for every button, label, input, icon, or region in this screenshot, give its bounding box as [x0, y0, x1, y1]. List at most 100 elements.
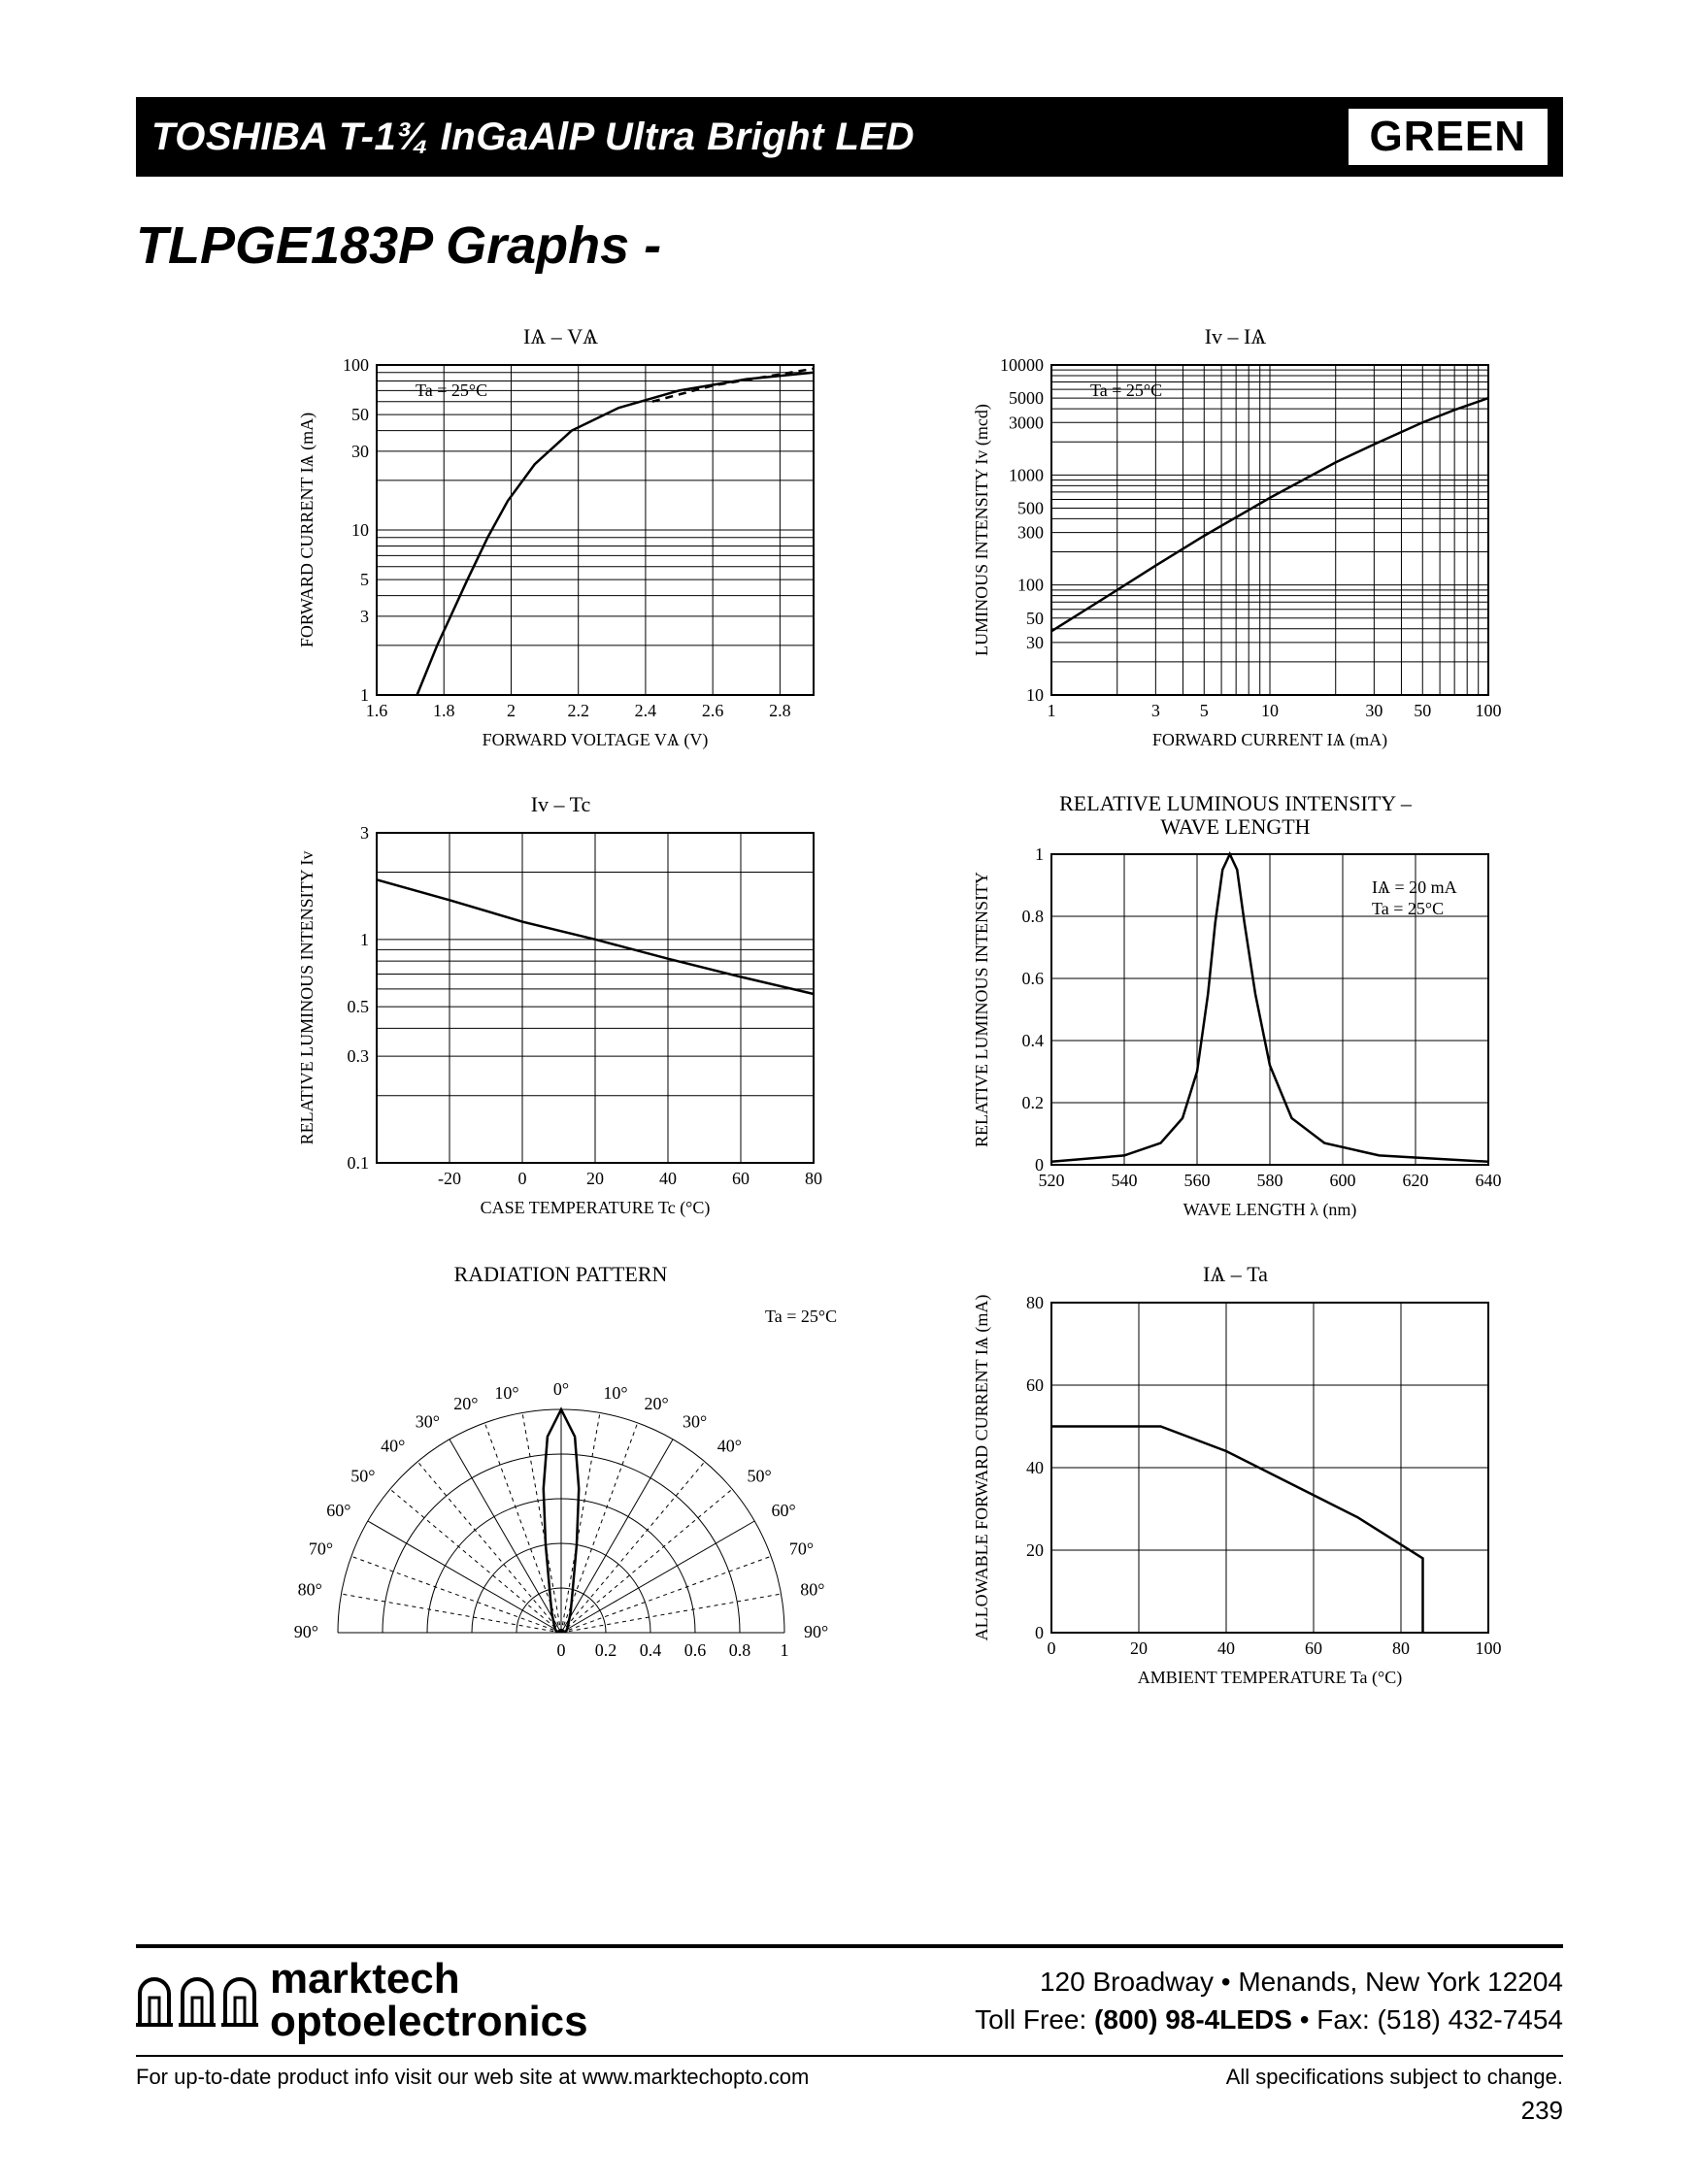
svg-text:FORWARD VOLTAGE VѦ (V): FORWARD VOLTAGE VѦ (V) — [482, 730, 708, 750]
chart-title: RADIATION PATTERN — [454, 1262, 668, 1287]
svg-text:540: 540 — [1111, 1171, 1137, 1190]
svg-text:0: 0 — [1047, 1638, 1055, 1658]
footer-row: marktech optoelectronics 120 Broadway • … — [136, 1958, 1563, 2043]
svg-text:1000: 1000 — [1009, 465, 1044, 484]
svg-text:0.2: 0.2 — [594, 1640, 616, 1660]
svg-text:40°: 40° — [381, 1437, 405, 1456]
page-number: 239 — [136, 2096, 1563, 2126]
svg-text:100: 100 — [1475, 701, 1501, 720]
chart-if-ta: IѦ – Ta 020406080100020406080AMBIENT TEM… — [927, 1262, 1544, 1701]
svg-text:30°: 30° — [415, 1412, 439, 1432]
svg-text:10000: 10000 — [1000, 355, 1044, 375]
svg-text:3: 3 — [1150, 701, 1159, 720]
svg-text:WAVE LENGTH λ (nm): WAVE LENGTH λ (nm) — [1183, 1200, 1356, 1220]
charts-grid: IѦ – VѦ 1.61.822.22.42.62.8135103050100F… — [252, 324, 1544, 1701]
chart-title: IѦ – Ta — [1203, 1262, 1268, 1287]
chart-title: Iᴠ – Tc — [531, 792, 591, 817]
svg-text:20°: 20° — [644, 1394, 668, 1413]
svg-text:AMBIENT TEMPERATURE Ta (°C: AMBIENT TEMPERATURE Ta (°C) — [1137, 1668, 1401, 1688]
svg-text:100: 100 — [1475, 1638, 1501, 1658]
footer-rule — [136, 2055, 1563, 2057]
svg-text:0.3: 0.3 — [347, 1046, 369, 1066]
svg-text:20: 20 — [586, 1169, 604, 1188]
svg-text:60°: 60° — [326, 1501, 350, 1520]
svg-text:40: 40 — [1026, 1458, 1044, 1477]
svg-text:Ta = 25°C: Ta = 25°C — [416, 381, 487, 400]
company-line1: marktech — [270, 1958, 588, 2001]
chart-radiation: RADIATION PATTERN Ta = 25°C90°80°70°60°5… — [252, 1262, 869, 1701]
chart-title: IѦ – VѦ — [523, 324, 598, 349]
logo-icons — [136, 1974, 258, 2027]
svg-text:90°: 90° — [293, 1622, 317, 1641]
svg-text:5: 5 — [1199, 701, 1208, 720]
footer-right: All specifications subject to change. — [1226, 2065, 1563, 2090]
svg-text:3: 3 — [360, 607, 369, 626]
chart-iv-tc: Iᴠ – Tc -200204060800.10.30.513CASE TEMP… — [252, 792, 869, 1233]
svg-text:Ta = 25°C: Ta = 25°C — [1090, 381, 1162, 400]
chart-title-line2: WAVE LENGTH — [1160, 814, 1310, 839]
svg-text:80: 80 — [1392, 1638, 1410, 1658]
svg-text:0.1: 0.1 — [347, 1153, 369, 1173]
svg-text:Ta = 25°C: Ta = 25°C — [1372, 899, 1444, 918]
footer-left: For up-to-date product info visit our we… — [136, 2065, 809, 2090]
svg-text:80°: 80° — [297, 1580, 321, 1600]
svg-text:80: 80 — [805, 1169, 822, 1188]
svg-text:40: 40 — [659, 1169, 677, 1188]
svg-text:Ta = 25°C: Ta = 25°C — [765, 1307, 837, 1326]
svg-text:ALLOWABLE FORWARD CURRENT IѦ: ALLOWABLE FORWARD CURRENT IѦ (mA) — [972, 1295, 992, 1641]
led-icon — [136, 1974, 173, 2027]
svg-text:50: 50 — [1414, 701, 1431, 720]
svg-text:60: 60 — [1026, 1375, 1044, 1395]
svg-text:620: 620 — [1402, 1171, 1428, 1190]
svg-text:60: 60 — [732, 1169, 750, 1188]
svg-text:100: 100 — [343, 355, 369, 375]
svg-text:10: 10 — [1261, 701, 1279, 720]
svg-text:0.8: 0.8 — [728, 1640, 750, 1660]
address-line2: Toll Free: (800) 98-4LEDS • Fax: (518) 4… — [975, 2001, 1563, 2038]
svg-text:5: 5 — [360, 570, 369, 589]
svg-text:10: 10 — [351, 520, 369, 540]
svg-text:580: 580 — [1256, 1171, 1283, 1190]
svg-text:RELATIVE LUMINOUS INTENSITY: RELATIVE LUMINOUS INTENSITY — [972, 872, 991, 1147]
svg-text:0.5: 0.5 — [347, 997, 369, 1016]
svg-text:3: 3 — [360, 823, 369, 843]
svg-text:2.2: 2.2 — [567, 701, 589, 720]
svg-text:70°: 70° — [788, 1539, 813, 1559]
svg-text:80°: 80° — [800, 1580, 824, 1600]
svg-text:20: 20 — [1130, 1638, 1148, 1658]
svg-text:30: 30 — [1026, 633, 1044, 652]
led-icon — [179, 1974, 216, 2027]
svg-text:0: 0 — [1035, 1155, 1044, 1175]
header-title: TOSHIBA T-1¾ InGaAlP Ultra Bright LED — [151, 116, 915, 159]
svg-text:0: 0 — [556, 1640, 565, 1660]
svg-text:50: 50 — [1026, 609, 1044, 628]
addr-post: • Fax: (518) 432-7454 — [1292, 2004, 1563, 2035]
svg-text:0.2: 0.2 — [1021, 1093, 1044, 1112]
svg-text:500: 500 — [1017, 498, 1044, 517]
svg-text:50°: 50° — [350, 1467, 375, 1486]
svg-text:1: 1 — [360, 685, 369, 705]
svg-text:40°: 40° — [716, 1437, 741, 1456]
chart-title: RELATIVE LUMINOUS INTENSITY – WAVE LENGT… — [1059, 792, 1412, 839]
svg-text:5000: 5000 — [1009, 388, 1044, 408]
svg-text:20: 20 — [1026, 1540, 1044, 1560]
svg-text:30: 30 — [1365, 701, 1383, 720]
svg-text:50: 50 — [351, 405, 369, 424]
svg-text:40: 40 — [1217, 1638, 1235, 1658]
chart-title-line1: RELATIVE LUMINOUS INTENSITY – — [1059, 791, 1412, 815]
svg-text:100: 100 — [1017, 576, 1044, 595]
svg-text:10: 10 — [1026, 685, 1044, 705]
svg-text:1: 1 — [780, 1640, 788, 1660]
svg-text:10°: 10° — [603, 1383, 627, 1403]
section-title: TLPGE183P Graphs - — [136, 215, 1563, 276]
svg-text:50°: 50° — [747, 1467, 771, 1486]
chart-title: Iᴠ – IѦ — [1205, 324, 1267, 349]
svg-text:30: 30 — [351, 442, 369, 461]
footer: marktech optoelectronics 120 Broadway • … — [136, 1944, 1563, 2126]
svg-text:-20: -20 — [438, 1169, 461, 1188]
svg-text:0.6: 0.6 — [1021, 969, 1044, 988]
svg-text:0.6: 0.6 — [683, 1640, 706, 1660]
addr-bold: (800) 98-4LEDS — [1094, 2004, 1292, 2035]
svg-text:70°: 70° — [308, 1539, 332, 1559]
svg-text:560: 560 — [1183, 1171, 1210, 1190]
